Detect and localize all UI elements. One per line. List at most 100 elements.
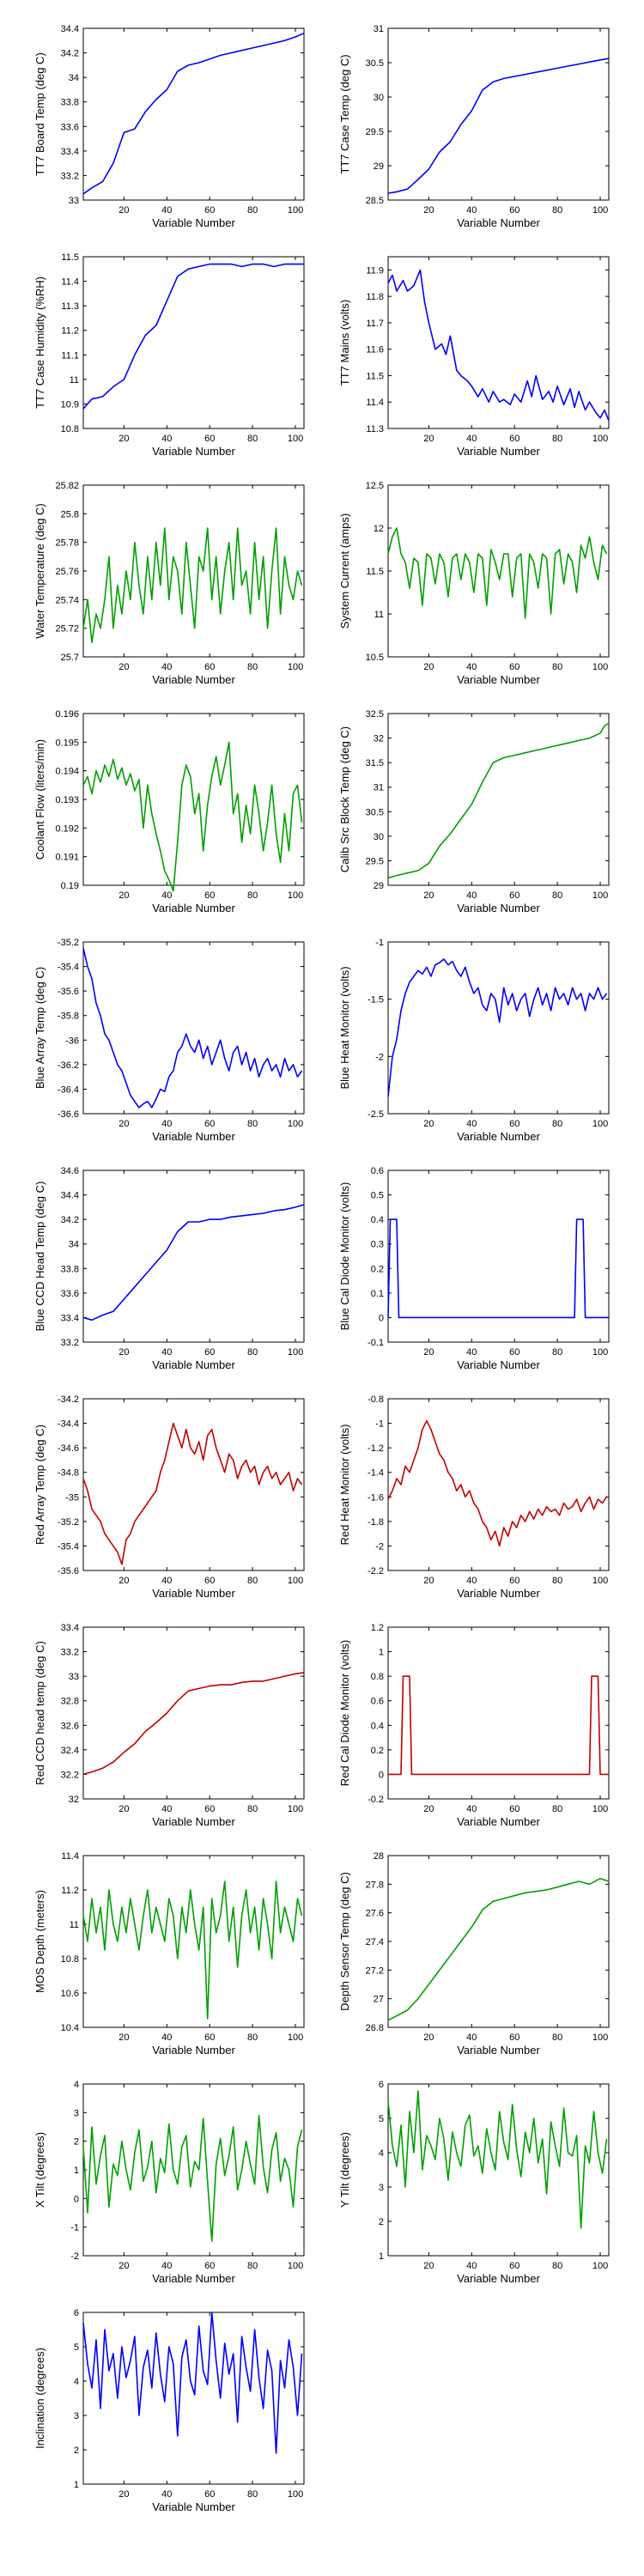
y-axis-label: Depth Sensor Temp (deg C)	[338, 1872, 351, 2011]
y-tick-label: 32.6	[61, 1721, 79, 1731]
y-tick-label: 0.193	[55, 795, 79, 805]
series-line	[387, 1877, 610, 2021]
x-tick-label: 20	[118, 1804, 129, 1814]
y-tick-label: 30	[374, 832, 384, 842]
y-tick-label: 33.8	[61, 1264, 79, 1274]
x-tick-label: 80	[247, 205, 258, 216]
y-tick-label: 33.4	[61, 147, 79, 157]
x-tick-label: 60	[509, 205, 519, 216]
subplot-11: 33.2 33.4 33.6 33.8 34 34.2 34.4 34.6 20 40 60 80 10…	[33, 1166, 305, 1371]
x-tick-label: 80	[552, 1119, 562, 1129]
y-tick-label: 28.5	[366, 196, 384, 206]
y-tick-label: 30.5	[366, 58, 384, 69]
y-tick-label: -1.4	[368, 1468, 384, 1479]
y-tick-label: 0.195	[55, 738, 79, 748]
series-line	[387, 1218, 609, 1319]
y-tick-label: 11.5	[366, 567, 384, 577]
x-tick-label: 60	[204, 890, 215, 901]
y-tick-label: 33.4	[61, 1623, 79, 1633]
y-tick-label: 11.1	[61, 350, 79, 361]
y-tick-label: 11	[374, 610, 384, 620]
y-axis-label: Calib Src Block Temp (deg C)	[338, 726, 351, 872]
plot-frame	[82, 27, 305, 201]
y-tick-label: 32.5	[366, 709, 384, 720]
subplot-3: 10.8 10.9 11 11.1 11.2 11.3 11.4 11.5 20 40 60 80 10…	[33, 252, 305, 458]
y-tick-label: 25.7	[61, 653, 79, 663]
y-tick-label: 26.8	[366, 2023, 384, 2033]
subplot-12: -0.1 0 0.1 0.2 0.3 0.4 0.5 0.6 20 40 60 80 100 Variab…	[338, 1166, 610, 1371]
y-tick-label: -35.2	[58, 1517, 79, 1528]
y-tick-label: -0.2	[368, 1795, 384, 1805]
y-axis-label: TT7 Mains (volts)	[338, 300, 351, 386]
y-tick-label: 34.4	[61, 24, 79, 34]
plot-frame	[82, 2312, 305, 2485]
y-tick-label: 32	[69, 1795, 79, 1805]
x-tick-label: 40	[466, 434, 477, 444]
x-axis-label: Variable Number	[457, 1358, 540, 1371]
x-tick-label: 80	[552, 890, 562, 901]
x-tick-label: 100	[288, 1119, 303, 1129]
y-tick-label: 11	[70, 1920, 79, 1930]
y-tick-label: 0	[379, 1770, 384, 1780]
y-tick-label: 11.3	[61, 301, 79, 312]
series-line	[82, 741, 303, 892]
subplot-15: 32 32.2 32.4 32.6 32.8 33 33.2 33.4 20 40 60 80 100 V…	[33, 1623, 305, 1828]
x-axis-label: Variable Number	[152, 445, 235, 458]
x-tick-label: 100	[592, 2032, 608, 2043]
x-axis-label: Variable Number	[152, 1130, 235, 1143]
y-axis-label: Red CCD head temp (deg C)	[33, 1641, 46, 1785]
x-axis-label: Variable Number	[152, 216, 235, 229]
x-tick-label: 40	[466, 1347, 477, 1358]
x-tick-label: 40	[161, 434, 172, 444]
y-tick-label: 34	[69, 1240, 79, 1250]
x-tick-label: 20	[118, 1576, 129, 1586]
y-tick-label: 2	[74, 2445, 79, 2456]
x-tick-label: 100	[592, 890, 608, 901]
x-tick-label: 60	[509, 1576, 519, 1586]
y-tick-label: 12	[374, 524, 384, 534]
x-tick-label: 60	[204, 1347, 215, 1358]
y-tick-label: 11.2	[61, 1886, 79, 1896]
x-tick-label: 100	[288, 2489, 303, 2500]
x-tick-label: 100	[592, 1804, 608, 1814]
y-tick-label: 29	[374, 161, 384, 172]
series-line	[82, 2114, 303, 2243]
subplot-19: -2 -1 0 1 2 3 4 20 40 60 80 100 Variable Number X Til…	[33, 2080, 305, 2285]
subplot-13: -35.6 -35.4 -35.2 -35 -34.8 -34.6 -34.4 -34.2 20…	[33, 1394, 305, 1600]
x-axis-label: Variable Number	[152, 902, 235, 914]
y-tick-label: 3	[74, 2411, 79, 2421]
plot-frame	[387, 941, 610, 1115]
x-tick-label: 80	[247, 434, 258, 444]
y-tick-label: 32.4	[61, 1746, 79, 1756]
x-axis-label: Variable Number	[457, 445, 540, 458]
subplot-6: 10.5 11 11.5 12 12.5 20 40 60 80 100 Variable Numb…	[338, 481, 610, 686]
subplot-7: 0.19 0.191 0.192 0.193 0.194 0.195 0.196 20 40 60…	[33, 709, 305, 914]
y-tick-label: 25.76	[55, 567, 79, 577]
series-line	[387, 269, 610, 422]
y-axis-label: X Tilt (degrees)	[33, 2132, 46, 2208]
x-tick-label: 40	[466, 662, 477, 672]
y-tick-label: 34.2	[61, 49, 79, 59]
y-tick-label: 6	[379, 2080, 384, 2090]
x-tick-label: 80	[552, 2032, 562, 2043]
y-tick-label: 29	[374, 881, 384, 891]
y-tick-label: 4	[74, 2080, 79, 2090]
x-tick-label: 40	[466, 890, 477, 901]
y-tick-label: 0.8	[371, 1672, 384, 1682]
y-tick-label: -1.5	[368, 995, 384, 1005]
subplot-2: 28.5 29 29.5 30 30.5 31 20 40 60 80 100 Variable Nu…	[338, 24, 610, 229]
y-tick-label: 30.5	[366, 807, 384, 817]
x-tick-label: 60	[204, 1804, 215, 1814]
x-axis-label: Variable Number	[457, 673, 540, 686]
y-axis-label: MOS Depth (meters)	[33, 1890, 46, 1993]
y-tick-label: -2.5	[368, 1109, 384, 1120]
y-tick-label: 0	[379, 1313, 384, 1323]
x-tick-label: 100	[592, 1576, 608, 1586]
plot-frame	[82, 256, 305, 429]
plot-frame	[387, 1626, 610, 1800]
subplot-14: -2.2 -2 -1.8 -1.6 -1.4 -1.2 -1 -0.8 20 40 60 80 100 V…	[338, 1394, 610, 1600]
y-tick-label: 32.2	[61, 1770, 79, 1780]
x-axis-label: Variable Number	[152, 2044, 235, 2057]
y-tick-label: 0.4	[371, 1215, 384, 1225]
y-tick-label: 3	[379, 2183, 384, 2193]
